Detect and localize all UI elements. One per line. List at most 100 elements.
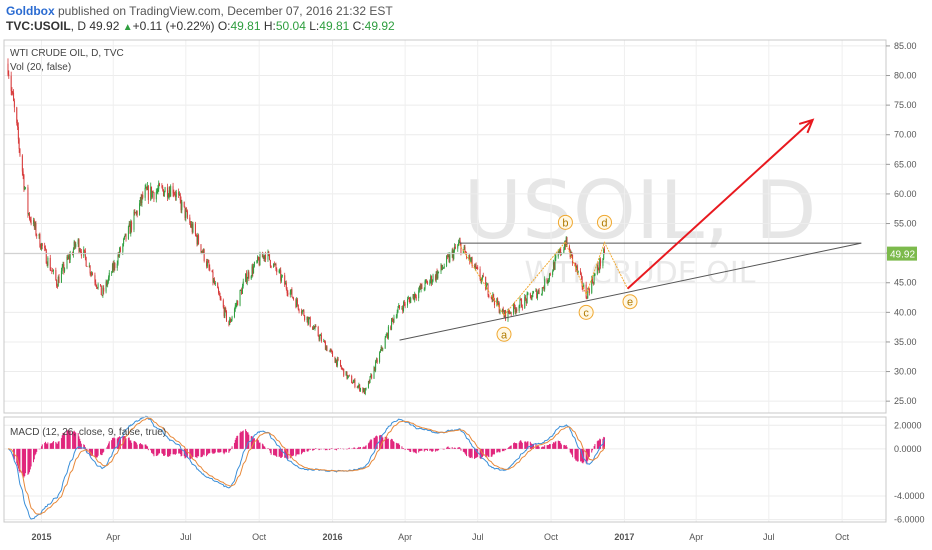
candle-body xyxy=(61,266,63,271)
symbol[interactable]: TVC:USOIL xyxy=(6,19,71,33)
candle-body xyxy=(580,270,582,275)
candle-body xyxy=(114,263,116,268)
projection-arrow xyxy=(626,119,814,290)
high-value: 50.04 xyxy=(275,19,306,33)
candle-body xyxy=(252,266,254,274)
candle-body xyxy=(207,261,209,263)
chart-title[interactable]: WTI CRUDE OIL, D, TVC xyxy=(10,48,124,59)
candle-body xyxy=(83,249,85,256)
candle-body xyxy=(68,255,70,259)
candle-body xyxy=(245,273,247,283)
candle-body xyxy=(481,275,483,279)
macd-legend[interactable]: MACD (12, 26, close, 9, false, true) xyxy=(10,427,166,438)
candle-body xyxy=(375,359,377,362)
candle-body xyxy=(248,272,250,279)
candle-body xyxy=(179,194,181,200)
low-label: L: xyxy=(309,19,320,33)
candle-body xyxy=(493,294,495,301)
candle-body xyxy=(146,187,148,190)
candle-body xyxy=(206,261,208,267)
volume-indicator-legend[interactable]: Vol (20, false) xyxy=(10,62,71,73)
candle-body xyxy=(8,74,10,76)
candle-body xyxy=(387,326,389,339)
candle-body xyxy=(183,201,185,207)
candle-body xyxy=(295,299,297,308)
macd-series xyxy=(7,415,605,520)
candle-body xyxy=(470,257,472,261)
candle-body xyxy=(131,221,133,230)
candle-body xyxy=(356,387,358,388)
x-tick-label: Jul xyxy=(180,532,192,542)
candle-body xyxy=(158,183,160,190)
candle-body xyxy=(420,284,422,290)
candle-body xyxy=(401,308,403,309)
candle-body xyxy=(25,187,27,189)
last-price-label: 49.92 xyxy=(890,250,915,261)
candle-body xyxy=(544,278,546,290)
candle-body xyxy=(514,307,516,313)
candle-body xyxy=(105,281,107,292)
candle-body xyxy=(147,186,149,190)
candle-body xyxy=(576,266,578,273)
candle-body xyxy=(304,315,306,320)
candle-body xyxy=(253,262,255,267)
candle-body xyxy=(67,257,69,259)
candle-body xyxy=(319,335,321,340)
candle-body xyxy=(141,194,143,203)
wave-label-circle xyxy=(557,214,573,230)
candle-body xyxy=(587,288,589,299)
candle-body xyxy=(468,255,470,258)
candle-body xyxy=(203,249,205,262)
candle-body xyxy=(287,293,289,295)
candle-body xyxy=(190,222,192,227)
candle-body xyxy=(286,288,288,294)
candle-body xyxy=(434,275,436,280)
candle-body xyxy=(264,254,266,259)
candle-body xyxy=(108,272,110,278)
candle-body xyxy=(354,379,356,388)
candle-body xyxy=(297,304,299,310)
candle-body xyxy=(510,312,512,314)
support-trendline xyxy=(399,242,862,341)
candle-body xyxy=(40,247,42,250)
candle-body xyxy=(38,234,40,236)
candle-body xyxy=(202,249,204,253)
candle-body xyxy=(157,189,159,192)
candle-body xyxy=(592,278,594,283)
candle-body xyxy=(415,297,417,299)
candle-body xyxy=(564,243,566,250)
candle-body xyxy=(51,270,53,272)
candle-body xyxy=(75,244,77,247)
candle-body xyxy=(72,253,74,255)
candle-body xyxy=(107,277,109,282)
candle-body xyxy=(308,317,310,319)
candle-body xyxy=(336,359,338,366)
candle-body xyxy=(233,309,235,317)
author-link[interactable]: Goldbox xyxy=(6,4,55,18)
candle-body xyxy=(486,284,488,286)
candle-body xyxy=(488,295,490,297)
candle-body xyxy=(273,263,275,265)
candle-body xyxy=(425,280,427,282)
candle-body xyxy=(507,309,509,320)
macd-tick-label: 2.0000 xyxy=(894,420,922,430)
candle-body xyxy=(518,305,520,311)
candle-body xyxy=(173,193,175,195)
candle-body xyxy=(77,239,79,245)
candle-body xyxy=(371,374,373,379)
candle-body xyxy=(17,122,19,127)
candle-body xyxy=(198,235,200,245)
wave-label-c: c xyxy=(583,307,589,319)
candle-body xyxy=(245,273,247,282)
signal-line xyxy=(7,417,605,515)
candle-body xyxy=(169,190,171,197)
wave-label-circle xyxy=(496,326,512,342)
candle-body xyxy=(330,349,332,351)
candle-body xyxy=(122,243,124,252)
candle-body xyxy=(275,263,277,270)
candle-body xyxy=(332,351,334,357)
macd-tick-label: -4.0000 xyxy=(894,491,925,501)
candle-body xyxy=(335,359,337,363)
candle-body xyxy=(296,299,298,308)
